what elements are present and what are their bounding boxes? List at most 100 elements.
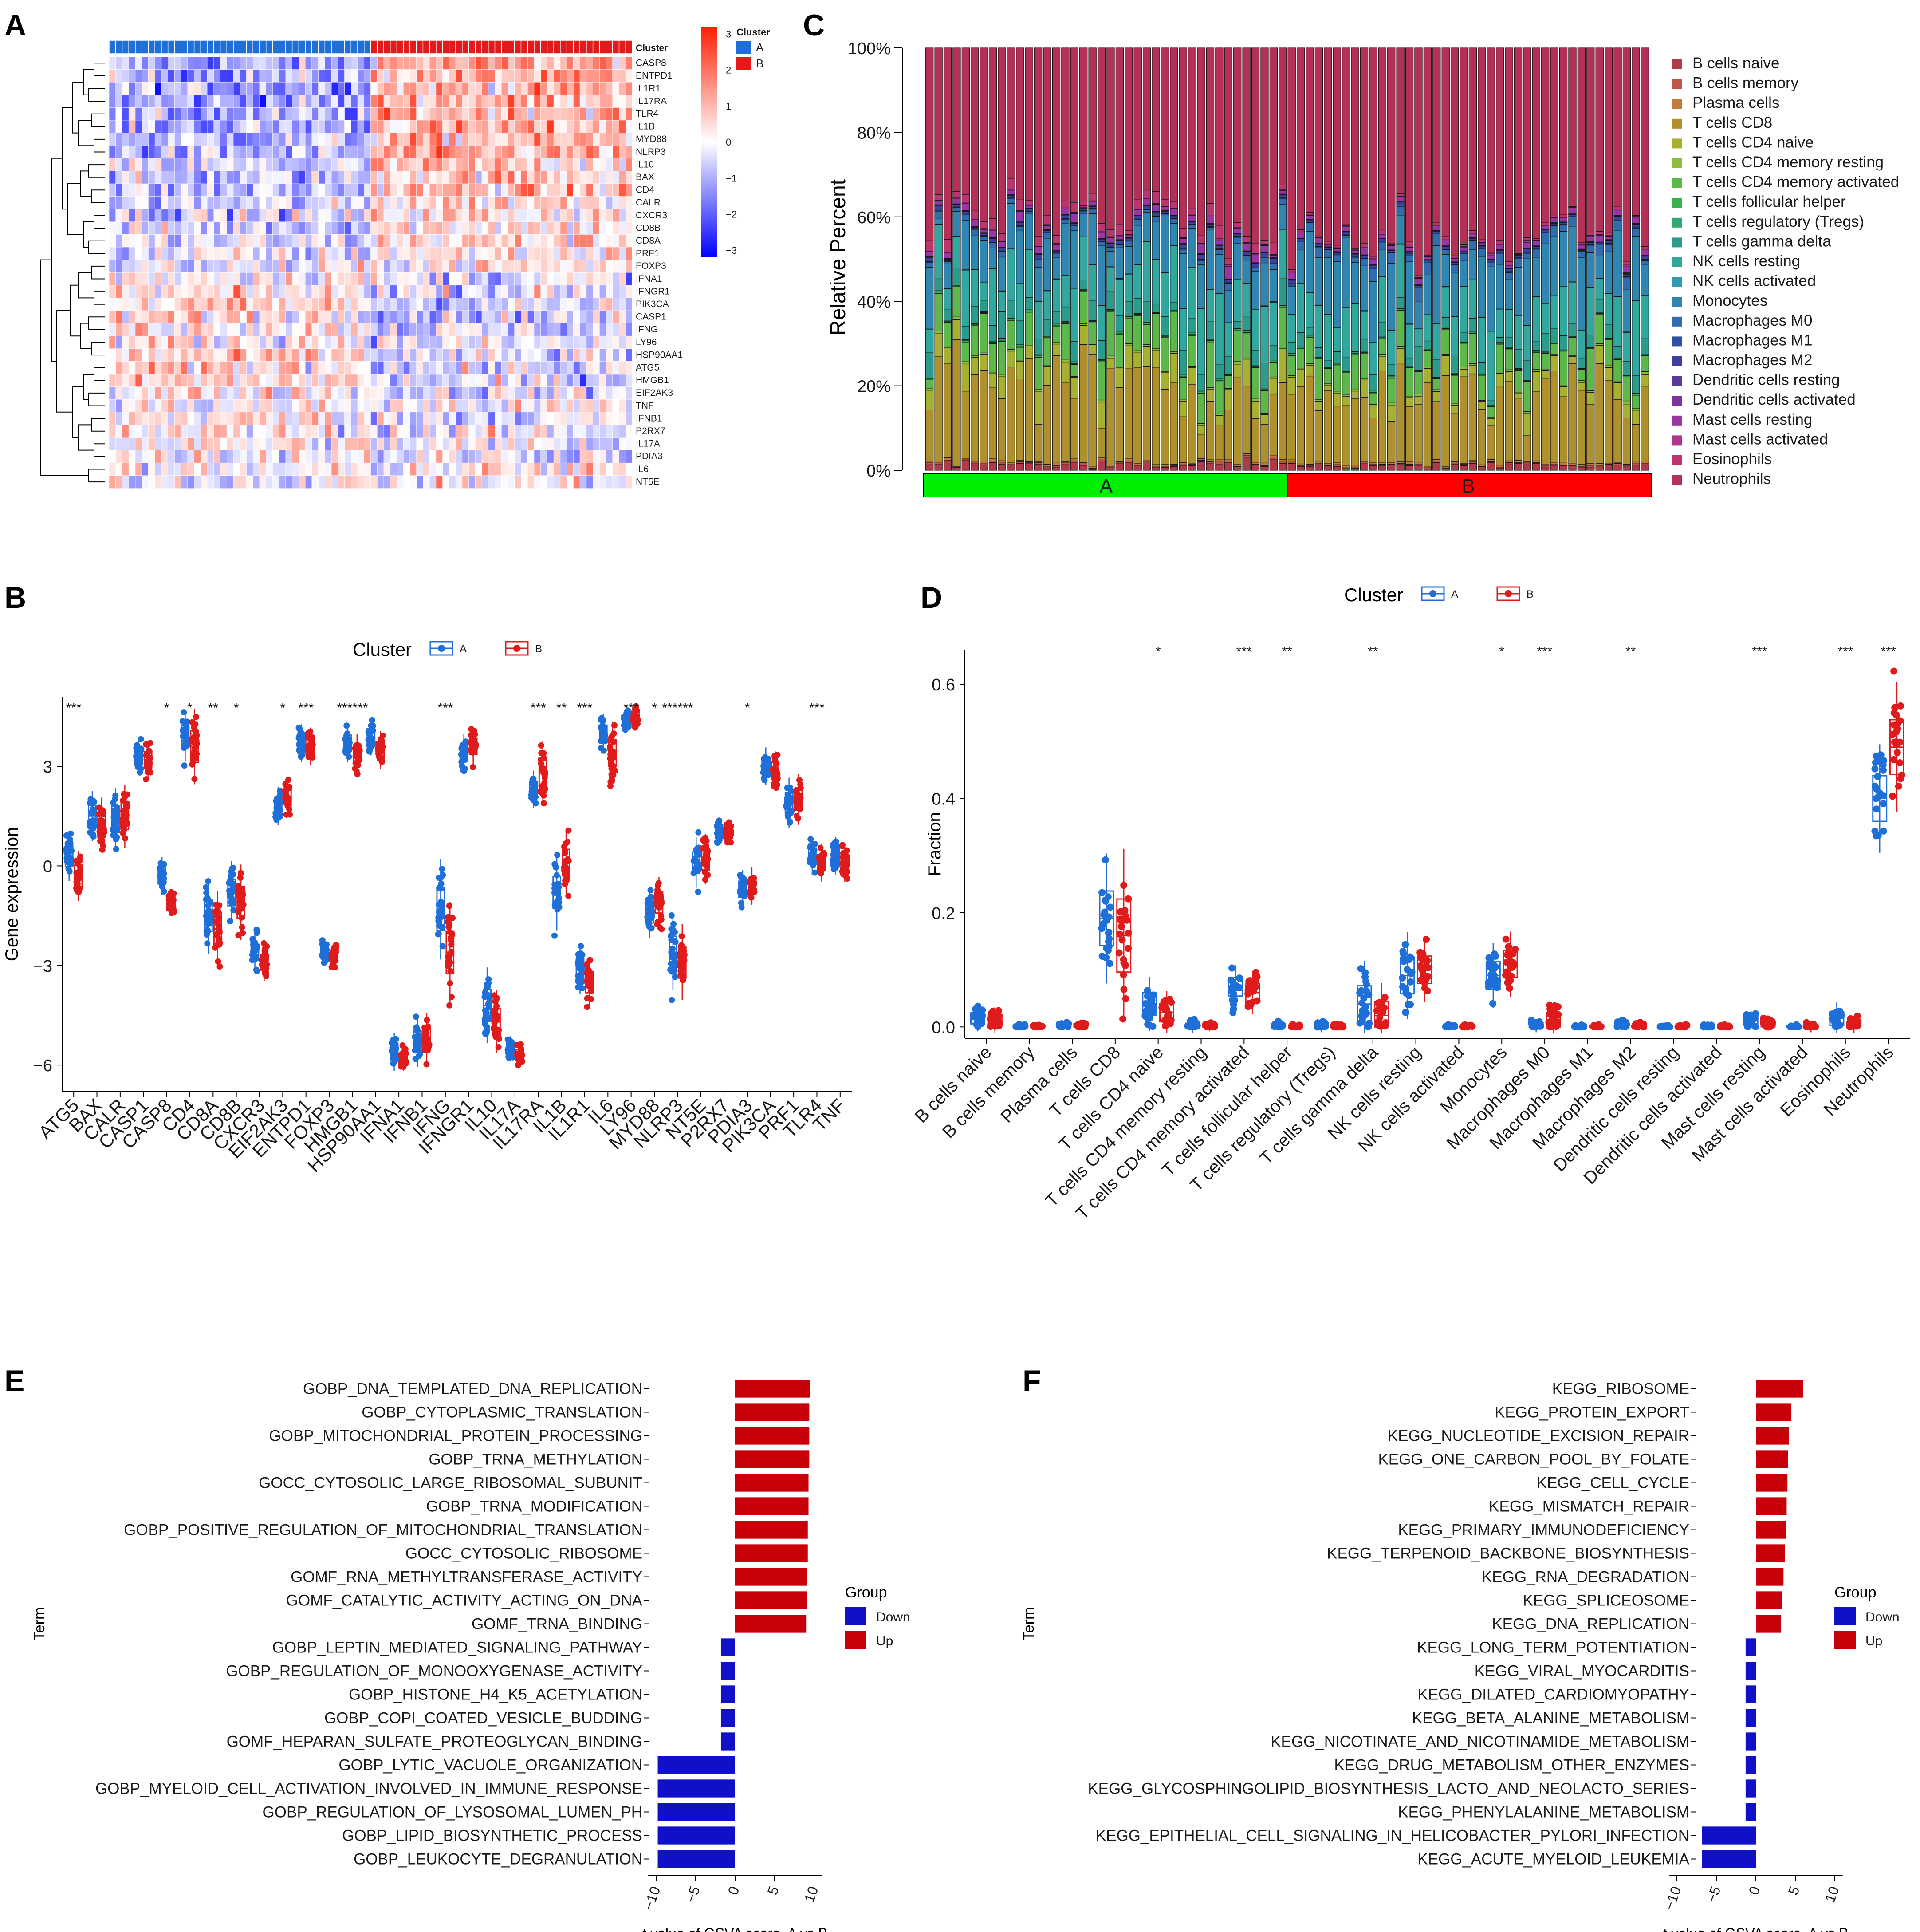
heatmap-cell [364, 437, 371, 451]
heatmap-cell [187, 209, 195, 222]
heatmap-cell [383, 335, 391, 349]
heatmap-cell [579, 450, 587, 463]
heatmap-cell [174, 272, 181, 286]
heatmap-cell [547, 145, 554, 159]
heatmap-cell [115, 120, 123, 134]
data-point-a [413, 1013, 419, 1020]
heatmap-cell [377, 298, 384, 311]
heatmap-cell [521, 171, 528, 184]
heatmap-cell [181, 95, 188, 108]
heatmap-cell [488, 374, 496, 387]
heatmap-cell [240, 260, 247, 273]
heatmap-cell [148, 107, 155, 121]
heatmap-cell [135, 183, 142, 197]
heatmap-cell [240, 412, 247, 425]
heatmap-cell [429, 247, 437, 260]
heatmap-cell [187, 399, 195, 413]
heatmap-cell [514, 69, 522, 83]
heatmap-cell [272, 221, 279, 235]
data-point-b [122, 794, 128, 800]
data-point-a [181, 709, 187, 716]
heatmap-cell [187, 348, 195, 362]
heatmap-cell [403, 450, 410, 463]
heatmap-cell [364, 374, 371, 387]
heatmap-cell [194, 209, 201, 222]
heatmap-cell [514, 158, 522, 171]
heatmap-cell [246, 462, 253, 476]
heatmap-cell [109, 158, 116, 171]
heatmap-cell [390, 247, 397, 260]
stacked-segment [925, 352, 934, 379]
heatmap-cell [468, 209, 476, 222]
heatmap-cell [370, 386, 378, 400]
heatmap-cell [325, 171, 332, 184]
heatmap-cell [128, 183, 136, 197]
heatmap-cell [168, 285, 175, 298]
heatmap-cell [416, 69, 423, 83]
heatmap-cell [364, 475, 371, 489]
heatmap-cell [181, 133, 188, 146]
heatmap-cell [318, 386, 325, 400]
data-point-a [205, 907, 212, 914]
heatmap-cell [128, 348, 136, 362]
heatmap-cell [252, 361, 260, 375]
heatmap-cell [397, 171, 404, 184]
cluster-annotation-cell [560, 40, 567, 54]
data-point-b [678, 967, 685, 974]
heatmap-cell [521, 260, 528, 273]
heatmap-cell [213, 437, 221, 451]
heatmap-cell [383, 221, 391, 235]
cluster-annotation-cell [540, 40, 548, 54]
gene-label: HSP90AA1 [636, 350, 683, 360]
heatmap-cell [370, 158, 378, 171]
heatmap-cell [181, 209, 188, 222]
heatmap-cell [403, 82, 410, 95]
heatmap-cell [409, 158, 417, 171]
heatmap-cell [403, 221, 410, 235]
heatmap-cell [252, 374, 260, 387]
heatmap-cell [534, 310, 541, 324]
heatmap-cell [259, 412, 267, 425]
heatmap-cell [481, 285, 489, 298]
heatmap-cell [553, 361, 561, 375]
heatmap-cell [109, 475, 116, 489]
heatmap-cell [540, 348, 548, 362]
heatmap-cell [233, 260, 240, 273]
cluster-annotation-cell [468, 40, 476, 54]
heatmap-cell [272, 386, 279, 400]
heatmap-cell [318, 221, 325, 235]
heatmap-cell [534, 450, 541, 463]
heatmap-cell [259, 183, 267, 197]
heatmap-cell [475, 107, 482, 121]
heatmap-cell [534, 56, 541, 70]
data-point-b [773, 781, 779, 788]
heatmap-cell [540, 310, 548, 324]
cluster-annotation-cell [135, 40, 142, 54]
heatmap-cell [246, 272, 253, 286]
heatmap-cell [344, 310, 351, 324]
heatmap-cell [593, 412, 600, 425]
heatmap-cell [449, 260, 456, 273]
heatmap-cell [475, 348, 482, 362]
heatmap-cell [311, 221, 319, 235]
heatmap-cell [305, 183, 312, 197]
heatmap-cell [272, 412, 279, 425]
heatmap-cell [246, 437, 253, 451]
heatmap-cell [409, 323, 417, 336]
heatmap-cell [246, 285, 253, 298]
data-point-b [610, 765, 616, 772]
cluster-annotation-cell [501, 40, 509, 54]
heatmap-cell [567, 183, 574, 197]
data-point-a [205, 878, 212, 885]
heatmap-cell [508, 310, 515, 324]
data-point-b [423, 1061, 430, 1068]
heatmap-cell [436, 374, 443, 387]
heatmap-cell [168, 323, 175, 336]
cluster-annotation-cell [272, 40, 280, 54]
heatmap-cell [625, 82, 633, 95]
heatmap-cell [370, 335, 378, 349]
heatmap-cell [364, 399, 371, 413]
heatmap-cell [547, 158, 554, 171]
heatmap-cell [299, 361, 306, 375]
heatmap-cell [364, 120, 371, 134]
